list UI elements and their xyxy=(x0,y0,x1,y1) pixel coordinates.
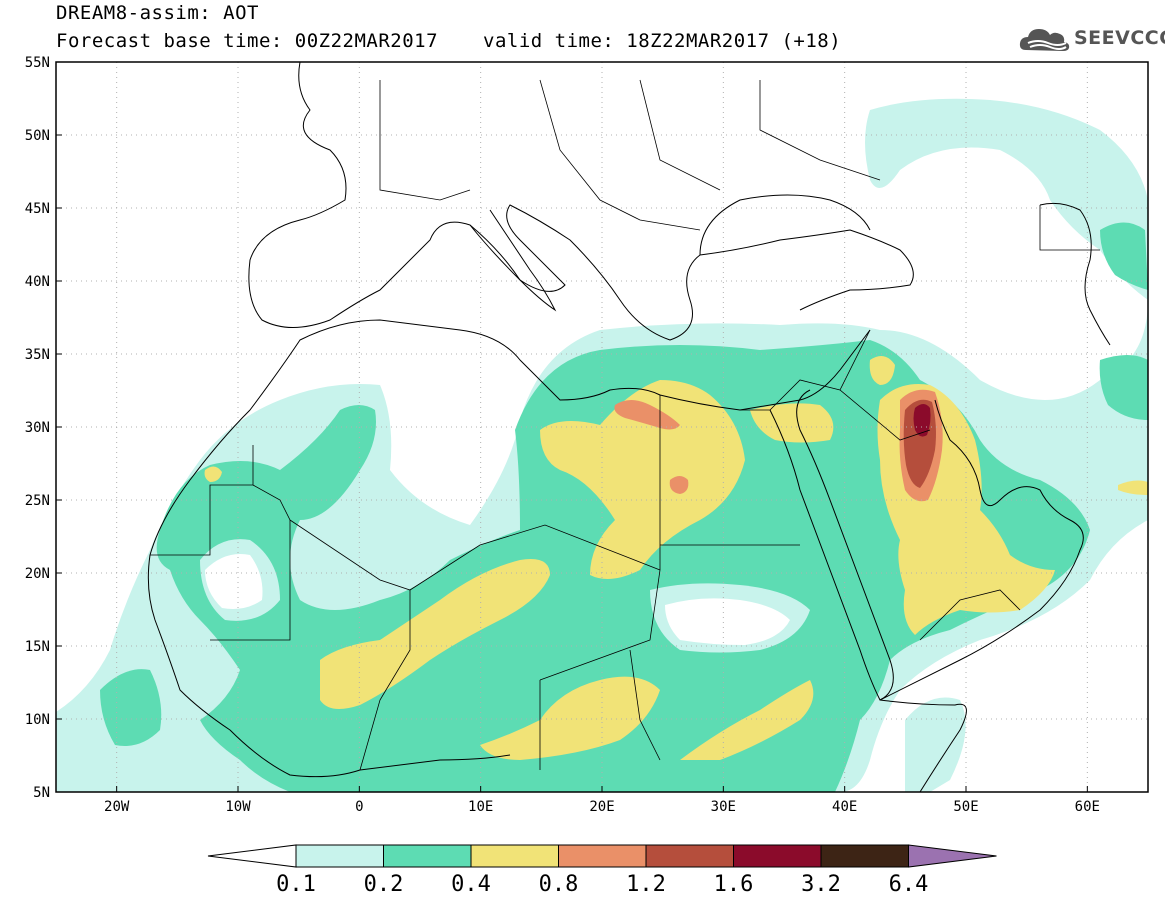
coastline-caspian xyxy=(1039,202,1111,346)
country-borders xyxy=(150,79,1100,771)
lat-tick-label: 10N xyxy=(25,712,50,728)
colorbar-label: 0.8 xyxy=(539,872,579,897)
aot-level-0.4 xyxy=(320,559,550,709)
coastline-arabia xyxy=(879,399,1084,701)
lon-tick-label: 10E xyxy=(468,799,493,815)
border-line xyxy=(759,80,881,181)
aot-level-1.6 xyxy=(913,404,931,437)
latitude-axis: 55N 50N 45N 40N 35N 30N 25N 20N 15N 10N 5N xyxy=(25,55,62,801)
lon-tick-label: 50E xyxy=(953,799,978,815)
lon-tick-label: 20W xyxy=(104,799,130,815)
base-time: Forecast base time: 00Z22MAR2017 xyxy=(56,30,439,52)
aot-level-0.2 xyxy=(665,598,790,645)
graticule xyxy=(56,62,1148,792)
lon-tick-label: 10W xyxy=(225,799,251,815)
colorbar-label: 1.6 xyxy=(714,872,754,897)
border-line xyxy=(539,395,661,681)
aot-level-0.8 xyxy=(669,476,689,494)
lon-tick-label: 0 xyxy=(355,799,363,815)
colorbar-arrow-high xyxy=(908,844,997,868)
coastline-italy xyxy=(469,209,557,312)
aot-level-0.2 xyxy=(100,669,162,746)
coastline-black-sea xyxy=(699,194,871,256)
lat-tick-label: 35N xyxy=(25,347,50,363)
aot-level-0.4 xyxy=(680,680,814,760)
colorbar-segment xyxy=(733,844,822,868)
lon-tick-label: 40E xyxy=(832,799,857,815)
lon-tick-label: 60E xyxy=(1075,799,1100,815)
border-line xyxy=(539,79,701,231)
border-line xyxy=(629,649,661,761)
colorbar-label: 0.1 xyxy=(276,872,316,897)
colorbar-label: 3.2 xyxy=(801,872,841,897)
coastline-europe xyxy=(248,62,914,341)
aot-level-0.8 xyxy=(614,400,680,430)
aot-level-0.4 xyxy=(750,403,834,443)
colorbar-label: 0.2 xyxy=(364,872,404,897)
coastline-africa-west xyxy=(147,554,511,778)
lat-tick-label: 50N xyxy=(25,128,50,144)
aot-level-0.4 xyxy=(204,466,222,482)
colorbar-segment xyxy=(645,844,734,868)
logo-text: SEEVCCC xyxy=(1074,27,1165,49)
colorbar-label: 1.2 xyxy=(626,872,666,897)
coastline-red-sea xyxy=(769,389,894,701)
border-line xyxy=(740,379,931,441)
lon-tick-label: 20E xyxy=(589,799,614,815)
aot-level-0.2 xyxy=(1099,355,1148,420)
aot-level-0.4 xyxy=(480,676,660,760)
lat-tick-label: 55N xyxy=(25,55,50,71)
border-line xyxy=(639,79,721,191)
longitude-axis: 20W 10W 0 10E 20E 30E 40E 50E 60E xyxy=(104,786,1100,815)
aot-level-0.1 xyxy=(865,98,1148,300)
colorbar-label: 0.4 xyxy=(451,872,491,897)
aot-level-0.2 xyxy=(205,554,263,609)
border-line xyxy=(919,589,1021,641)
coastline-horn xyxy=(879,699,967,792)
cloud-icon xyxy=(1019,29,1070,51)
map-title: DREAM8-assim: AOT xyxy=(56,2,259,24)
lat-tick-label: 40N xyxy=(25,274,50,290)
colorbar-segment xyxy=(558,844,647,868)
aot-level-0.4 xyxy=(1118,480,1148,495)
border-line xyxy=(839,329,871,391)
colorbar-segment xyxy=(383,844,472,868)
valid-time: valid time: 18Z22MAR2017 (+18) xyxy=(483,30,842,52)
aot-level-0.4 xyxy=(869,356,895,385)
colorbar-segment xyxy=(470,844,559,868)
lon-tick-label: 30E xyxy=(711,799,736,815)
lat-tick-label: 25N xyxy=(25,493,50,509)
border-line xyxy=(379,80,471,201)
aot-shading xyxy=(56,98,1148,792)
border-line xyxy=(1039,205,1100,251)
coastlines xyxy=(147,62,1111,792)
lat-tick-label: 45N xyxy=(25,201,50,217)
lat-tick-label: 30N xyxy=(25,420,50,436)
lat-tick-label: 20N xyxy=(25,566,50,582)
coastline-africa-north xyxy=(149,319,871,556)
lat-tick-label: 5N xyxy=(33,785,50,801)
aot-level-0.4 xyxy=(540,380,745,579)
border-line xyxy=(359,590,411,771)
colorbar-segment xyxy=(820,844,909,868)
aot-level-0.2 xyxy=(1100,222,1148,290)
border-line xyxy=(150,445,254,556)
colorbar-arrow-low xyxy=(207,844,297,868)
colorbar-label: 6.4 xyxy=(889,872,929,897)
colorbar: 0.1 0.2 0.4 0.8 1.2 1.6 3.2 6.4 xyxy=(207,844,997,897)
seevccc-logo: SEEVCCC xyxy=(1018,24,1165,56)
aot-level-0.1 xyxy=(905,697,966,792)
border-line xyxy=(289,519,661,591)
lat-tick-label: 15N xyxy=(25,639,50,655)
colorbar-segment xyxy=(295,844,384,868)
